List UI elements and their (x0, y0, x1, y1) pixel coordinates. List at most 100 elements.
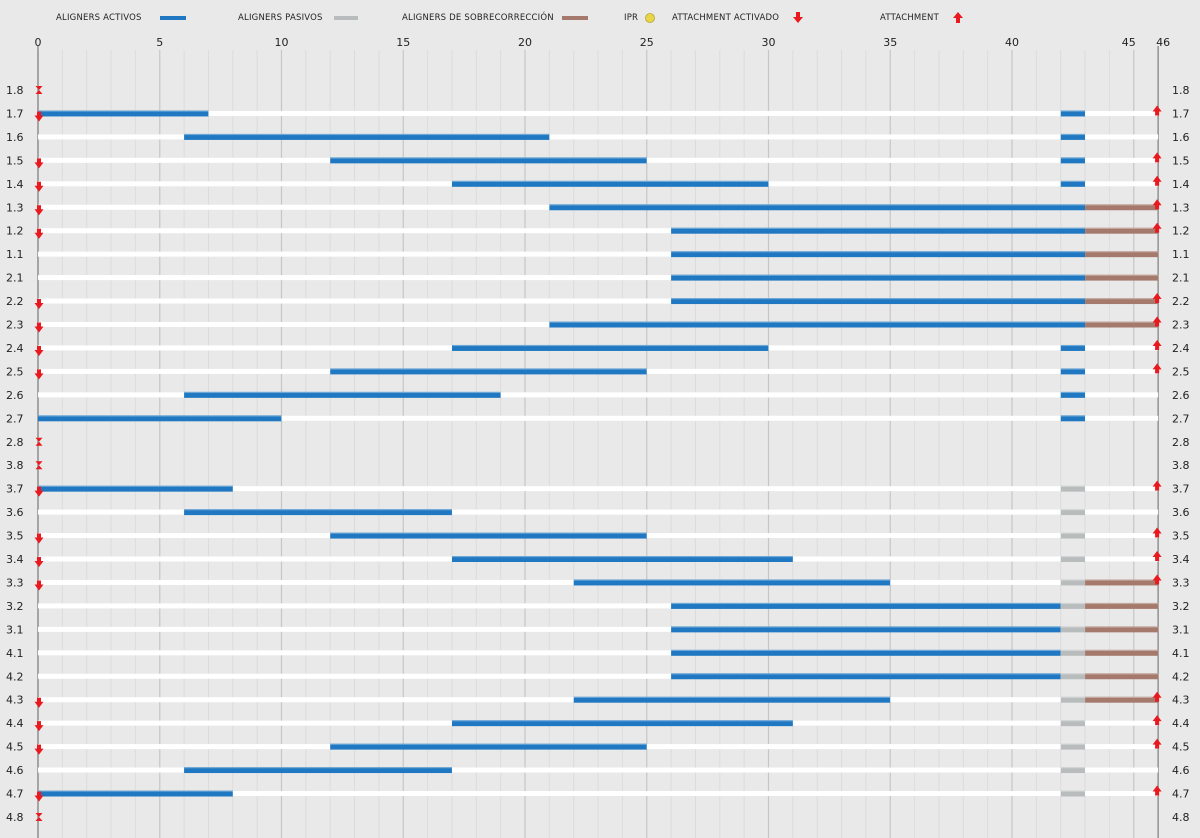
active-bar (573, 579, 891, 586)
tooth-label-left: 4.4 (6, 717, 24, 730)
active-bar-highlight (330, 743, 647, 745)
active-bar-highlight (1060, 344, 1086, 347)
ipr-marker (35, 461, 43, 470)
tooth-label-right: 1.2 (1172, 225, 1190, 238)
tooth-label-right: 1.8 (1172, 84, 1190, 97)
attachment-icon (953, 12, 963, 23)
tooth-label-right: 3.8 (1172, 459, 1190, 472)
active-bar (671, 298, 1086, 305)
row-4-5: 4.5 4.5 (6, 741, 1190, 754)
row-2-3: 2.3 2.3 (6, 319, 1190, 332)
active-bar-highlight (1060, 133, 1086, 136)
ipr-marker (35, 812, 43, 821)
x-tick-label: 46 (1156, 36, 1170, 49)
row-track (38, 251, 1159, 257)
row-3-1: 3.1 3.1 (6, 623, 1190, 636)
attachment-activated-marker (34, 744, 44, 755)
row-2-2: 2.2 2.2 (6, 295, 1190, 308)
tooth-label-right: 2.8 (1172, 436, 1190, 449)
row-2-1: 2.1 2.1 (6, 272, 1190, 285)
active-bar (330, 532, 647, 539)
tooth-label-left: 4.5 (6, 741, 24, 754)
tooth-label-left: 3.6 (6, 506, 24, 519)
overcorrection-bar (1085, 626, 1159, 633)
tooth-label-right: 4.4 (1172, 717, 1190, 730)
passive-bar-highlight (1060, 602, 1086, 605)
active-bar (38, 415, 282, 422)
active-bar (1060, 180, 1086, 187)
attachment-activated-marker (34, 533, 44, 544)
active-bar (549, 204, 1086, 211)
passive-bar (1060, 602, 1086, 609)
active-bar-highlight (330, 157, 647, 159)
attachment-activated-marker (34, 721, 44, 732)
x-tick-label: 30 (762, 36, 776, 49)
passive-bar (1060, 767, 1086, 774)
active-bar (1060, 415, 1086, 422)
passive-bar (1060, 743, 1086, 750)
tooth-label-left: 3.2 (6, 600, 24, 613)
active-bar-highlight (671, 602, 1061, 605)
tooth-label-right: 4.1 (1172, 647, 1190, 660)
row-4-3: 4.3 4.3 (6, 694, 1190, 707)
overcorrection-bar (1085, 579, 1159, 586)
row-1-3: 1.3 1.3 (6, 201, 1190, 214)
legend-passive: ALIGNERS PASIVOS (238, 11, 358, 25)
attachment-marker (1152, 316, 1162, 327)
x-tick-label: 20 (518, 36, 532, 49)
overcorrection-bar (1085, 673, 1159, 680)
row-track (38, 626, 1159, 632)
overcorrection-bar (1085, 204, 1159, 211)
active-bar (671, 673, 1061, 680)
overcorrection-bar (1085, 696, 1159, 703)
passive-bar-highlight (1060, 649, 1086, 651)
ipr-marker (35, 86, 43, 94)
tooth-label-right: 4.6 (1172, 764, 1190, 777)
tooth-label-left: 3.8 (6, 459, 24, 472)
attachment-marker (1152, 199, 1162, 210)
active-bar (671, 649, 1061, 656)
attachment-activated-marker (34, 369, 44, 380)
row-track (38, 275, 1159, 281)
tooth-label-left: 1.1 (6, 248, 24, 261)
active-bar (671, 227, 1086, 234)
tooth-label-right: 3.5 (1172, 530, 1190, 543)
tooth-label-left: 1.4 (6, 178, 24, 191)
row-3-2: 3.2 3.2 (6, 600, 1190, 613)
active-bar-highlight (671, 298, 1086, 300)
attachment-activated-marker (34, 299, 44, 310)
attachment-activated-icon (793, 12, 803, 23)
attachment-marker (1152, 152, 1162, 163)
active-bar-highlight (671, 673, 1061, 675)
active-bar-highlight (1060, 157, 1086, 159)
active-bar (330, 157, 647, 164)
active-bar (549, 321, 1086, 328)
tooth-label-left: 2.4 (6, 342, 24, 355)
active-bar-highlight (184, 509, 452, 511)
active-bar (184, 767, 452, 774)
attachment-marker (1152, 715, 1162, 726)
attachment-marker (1152, 527, 1162, 538)
row-2-6: 2.6 2.6 (6, 389, 1190, 402)
active-bar (38, 790, 233, 797)
row-1-2: 1.2 1.2 (6, 225, 1190, 238)
legend-passive-swatch (334, 16, 358, 20)
active-bar (38, 110, 209, 117)
active-bar (671, 602, 1061, 609)
tooth-label-right: 2.5 (1172, 365, 1190, 378)
active-bar-highlight (671, 251, 1086, 253)
tooth-label-left: 1.5 (6, 154, 24, 167)
tooth-label-right: 3.3 (1172, 576, 1190, 589)
active-bar (451, 344, 769, 351)
active-bar-highlight (671, 274, 1086, 276)
row-1-7: 1.7 1.7 (6, 107, 1190, 120)
tooth-label-left: 4.8 (6, 811, 24, 824)
active-bar-highlight (38, 485, 233, 487)
row-2-4: 2.4 2.4 (6, 342, 1190, 355)
overcorrection-bar-highlight (1085, 602, 1159, 605)
row-3-4: 3.4 3.4 (6, 553, 1190, 566)
row-3-5: 3.5 3.5 (6, 530, 1190, 543)
overcorrection-bar-highlight (1085, 227, 1159, 229)
grid (37, 46, 1159, 838)
tooth-label-right: 3.2 (1172, 600, 1190, 613)
